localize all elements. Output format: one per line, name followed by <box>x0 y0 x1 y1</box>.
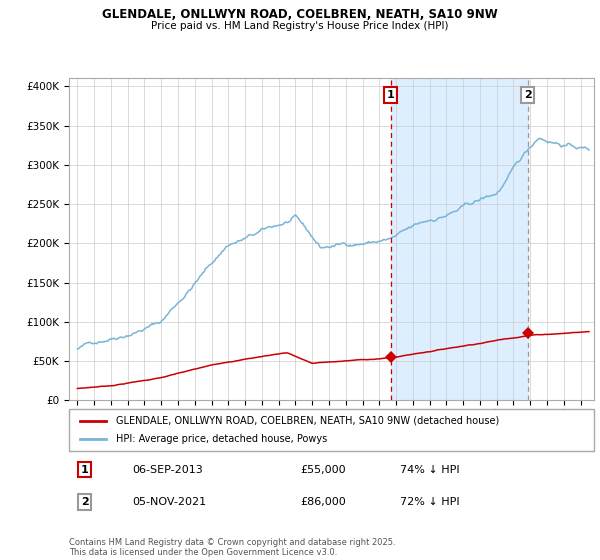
Text: 06-SEP-2013: 06-SEP-2013 <box>132 465 203 475</box>
Text: £86,000: £86,000 <box>300 497 346 507</box>
Text: 05-NOV-2021: 05-NOV-2021 <box>132 497 206 507</box>
Bar <box>391 78 527 400</box>
Text: GLENDALE, ONLLWYN ROAD, COELBREN, NEATH, SA10 9NW: GLENDALE, ONLLWYN ROAD, COELBREN, NEATH,… <box>102 8 498 21</box>
Text: Price paid vs. HM Land Registry's House Price Index (HPI): Price paid vs. HM Land Registry's House … <box>151 21 449 31</box>
Text: 2: 2 <box>81 497 89 507</box>
Text: 1: 1 <box>387 90 395 100</box>
Text: HPI: Average price, detached house, Powys: HPI: Average price, detached house, Powy… <box>116 434 328 444</box>
Text: 72% ↓ HPI: 72% ↓ HPI <box>400 497 460 507</box>
FancyBboxPatch shape <box>69 409 594 451</box>
Text: 2: 2 <box>524 90 532 100</box>
Text: GLENDALE, ONLLWYN ROAD, COELBREN, NEATH, SA10 9NW (detached house): GLENDALE, ONLLWYN ROAD, COELBREN, NEATH,… <box>116 416 499 426</box>
Text: 1: 1 <box>81 465 89 475</box>
Text: 74% ↓ HPI: 74% ↓ HPI <box>400 465 460 475</box>
Text: £55,000: £55,000 <box>300 465 346 475</box>
Text: Contains HM Land Registry data © Crown copyright and database right 2025.
This d: Contains HM Land Registry data © Crown c… <box>69 538 395 557</box>
